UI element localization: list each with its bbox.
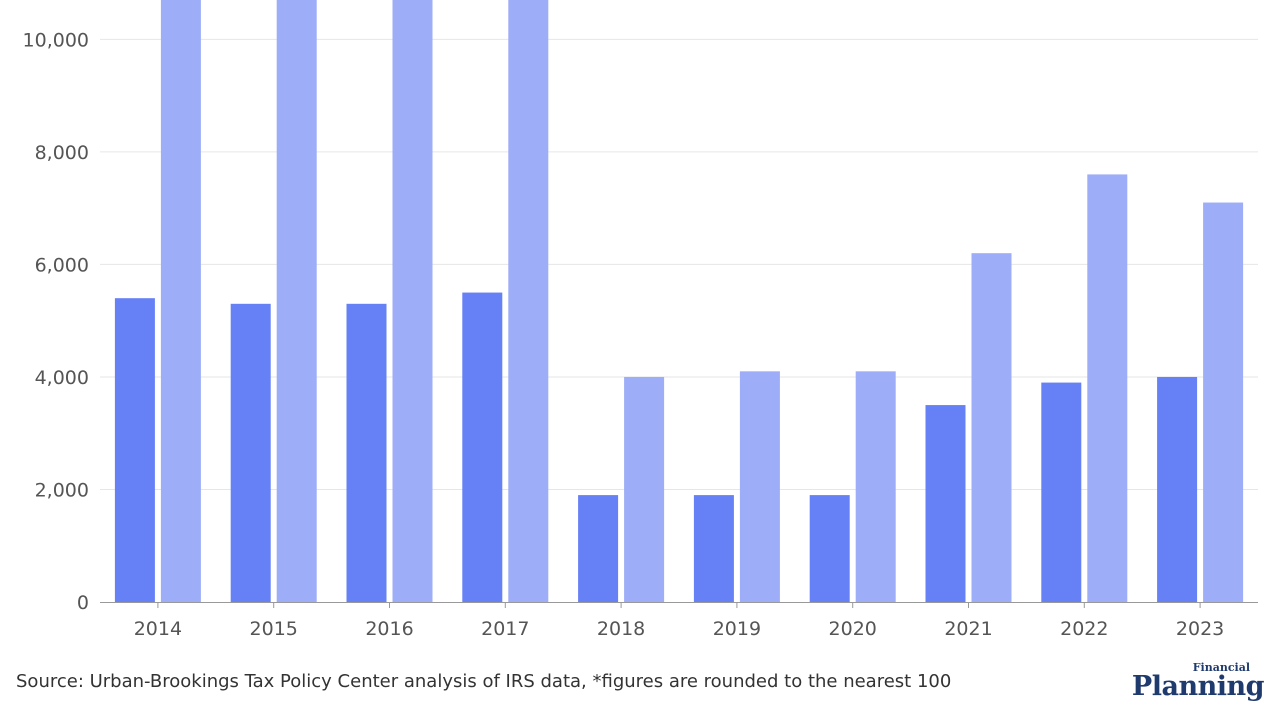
bar-series-1-2017 xyxy=(462,292,503,602)
y-tick-label: 4,000 xyxy=(35,367,89,389)
bar-series-1-2014 xyxy=(114,298,155,602)
y-tick-label: 2,000 xyxy=(35,479,89,501)
x-tick-label: 2016 xyxy=(365,618,413,640)
bar-series-2-2019 xyxy=(739,371,780,602)
bar-series-2-2018 xyxy=(624,376,665,602)
x-tick-label: 2014 xyxy=(134,618,182,640)
x-tick-label: 2020 xyxy=(829,618,877,640)
bars xyxy=(114,0,1244,603)
y-tick-label: 8,000 xyxy=(35,142,89,164)
gridlines xyxy=(100,38,1258,490)
bar-series-1-2021 xyxy=(925,405,966,602)
bar-chart: 0 2,000 4,000 6,000 8,000 10,000 2014 2015 2016 2… xyxy=(23,0,1258,640)
bar-series-2-2023 xyxy=(1203,202,1244,602)
bar-series-1-2019 xyxy=(693,495,734,602)
x-tick-label: 2015 xyxy=(250,618,298,640)
bar-series-2-2015 xyxy=(276,0,317,602)
y-tick-label: 10,000 xyxy=(23,29,89,51)
bar-series-2-2021 xyxy=(971,253,1012,603)
x-tick-label: 2018 xyxy=(597,618,645,640)
bar-series-2-2020 xyxy=(855,371,896,602)
x-tick-label: 2022 xyxy=(1060,618,1108,640)
logo-main-text: Planning xyxy=(1131,671,1265,702)
bar-series-2-2016 xyxy=(392,0,433,602)
x-tick-label: 2021 xyxy=(944,618,992,640)
y-tick-label: 6,000 xyxy=(35,254,89,276)
bar-series-1-2015 xyxy=(230,303,271,602)
bar-series-2-2014 xyxy=(160,0,201,602)
source-note: Source: Urban-Brookings Tax Policy Cente… xyxy=(16,671,952,692)
bar-series-1-2018 xyxy=(578,495,619,602)
logo-small-text: Financial xyxy=(1192,661,1250,674)
financial-planning-logo: Financial Planning xyxy=(1131,661,1265,702)
axes: 0 2,000 4,000 6,000 8,000 10,000 2014 2015 2016 2… xyxy=(23,29,1258,640)
bar-series-1-2023 xyxy=(1157,376,1198,602)
x-tick-label: 2019 xyxy=(713,618,761,640)
bar-series-1-2020 xyxy=(809,495,850,602)
x-tick-label: 2023 xyxy=(1176,618,1224,640)
bar-series-1-2022 xyxy=(1041,382,1082,602)
bar-series-1-2016 xyxy=(346,303,387,602)
y-tick-label: 0 xyxy=(77,592,89,614)
bar-series-2-2017 xyxy=(508,0,549,602)
bar-series-2-2022 xyxy=(1087,174,1128,603)
x-tick-label: 2017 xyxy=(481,618,529,640)
